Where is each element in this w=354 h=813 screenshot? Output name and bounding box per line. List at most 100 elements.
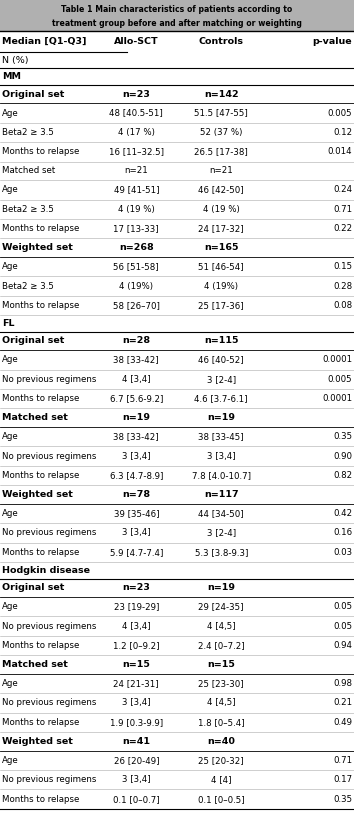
Text: 1.8 [0–5.4]: 1.8 [0–5.4] [198, 718, 245, 727]
Text: MM: MM [2, 72, 21, 81]
Text: Age: Age [2, 433, 18, 441]
Text: 0.05: 0.05 [333, 622, 352, 631]
Text: n=165: n=165 [204, 243, 239, 252]
Text: 5.9 [4.7-7.4]: 5.9 [4.7-7.4] [110, 548, 163, 557]
Text: treatment group before and after matching or weighting: treatment group before and after matchin… [52, 19, 302, 28]
Text: 0.21: 0.21 [333, 698, 352, 707]
Text: No previous regimens: No previous regimens [2, 622, 96, 631]
Text: 3 [3,4]: 3 [3,4] [122, 451, 150, 461]
Text: 0.16: 0.16 [333, 528, 352, 537]
Text: 56 [51-58]: 56 [51-58] [114, 262, 159, 271]
Text: N (%): N (%) [2, 55, 28, 65]
Text: Beta2 ≥ 3.5: Beta2 ≥ 3.5 [2, 205, 54, 214]
Text: 4 (19%): 4 (19%) [204, 281, 238, 290]
Text: 0.49: 0.49 [333, 718, 352, 727]
Text: 25 [17-36]: 25 [17-36] [199, 301, 244, 310]
Text: 0.1 [0–0.7]: 0.1 [0–0.7] [113, 795, 160, 804]
Text: 16 [11–32.5]: 16 [11–32.5] [109, 147, 164, 156]
Text: 0.05: 0.05 [333, 602, 352, 611]
Text: 0.82: 0.82 [333, 471, 352, 480]
Text: 4 [3,4]: 4 [3,4] [122, 622, 150, 631]
Text: n=21: n=21 [209, 167, 233, 176]
Text: Months to relapse: Months to relapse [2, 795, 79, 804]
Text: 3 [3,4]: 3 [3,4] [122, 528, 150, 537]
Text: 24 [17-32]: 24 [17-32] [199, 224, 244, 233]
Text: 4 [4]: 4 [4] [211, 776, 232, 785]
Text: 6.3 [4.7-8.9]: 6.3 [4.7-8.9] [110, 471, 163, 480]
Text: Original set: Original set [2, 583, 64, 593]
Text: n=19: n=19 [122, 413, 150, 422]
Text: 25 [23-30]: 25 [23-30] [199, 679, 244, 688]
Text: 0.35: 0.35 [333, 433, 352, 441]
Text: Table 1 Main characteristics of patients according to: Table 1 Main characteristics of patients… [61, 5, 293, 14]
Text: 3 [3,4]: 3 [3,4] [122, 698, 150, 707]
Text: 46 [42-50]: 46 [42-50] [199, 185, 244, 194]
Text: Median [Q1-Q3]: Median [Q1-Q3] [2, 37, 86, 46]
Text: 4 [4,5]: 4 [4,5] [207, 622, 235, 631]
Text: Months to relapse: Months to relapse [2, 718, 79, 727]
Text: 4 (19 %): 4 (19 %) [203, 205, 240, 214]
Text: Matched set: Matched set [2, 660, 68, 669]
Text: 0.03: 0.03 [333, 548, 352, 557]
Text: Months to relapse: Months to relapse [2, 548, 79, 557]
Text: 3 [3,4]: 3 [3,4] [122, 776, 150, 785]
Text: 38 [33-45]: 38 [33-45] [199, 433, 244, 441]
Text: 0.1 [0–0.5]: 0.1 [0–0.5] [198, 795, 245, 804]
Text: n=40: n=40 [207, 737, 235, 746]
Text: 0.28: 0.28 [333, 281, 352, 290]
Text: 4 (19 %): 4 (19 %) [118, 205, 155, 214]
Text: Beta2 ≥ 3.5: Beta2 ≥ 3.5 [2, 281, 54, 290]
Text: No previous regimens: No previous regimens [2, 776, 96, 785]
Text: Months to relapse: Months to relapse [2, 147, 79, 156]
Text: Age: Age [2, 355, 18, 364]
Text: n=142: n=142 [204, 89, 239, 98]
Text: 0.005: 0.005 [327, 108, 352, 118]
Text: 0.15: 0.15 [333, 262, 352, 271]
Text: n=19: n=19 [207, 413, 235, 422]
Text: 2.4 [0–7.2]: 2.4 [0–7.2] [198, 641, 245, 650]
Text: 5.3 [3.8-9.3]: 5.3 [3.8-9.3] [195, 548, 248, 557]
Text: Age: Age [2, 756, 18, 765]
Text: 7.8 [4.0-10.7]: 7.8 [4.0-10.7] [192, 471, 251, 480]
Text: 51.5 [47-55]: 51.5 [47-55] [194, 108, 248, 118]
Text: Matched set: Matched set [2, 413, 68, 422]
Text: 46 [40-52]: 46 [40-52] [199, 355, 244, 364]
Text: No previous regimens: No previous regimens [2, 451, 96, 461]
Text: 23 [19-29]: 23 [19-29] [114, 602, 159, 611]
Text: 0.22: 0.22 [333, 224, 352, 233]
Text: Months to relapse: Months to relapse [2, 641, 79, 650]
Text: n=268: n=268 [119, 243, 154, 252]
Text: n=117: n=117 [204, 490, 239, 499]
Text: 25 [20-32]: 25 [20-32] [199, 756, 244, 765]
Text: n=28: n=28 [122, 337, 150, 346]
Text: 4 [3,4]: 4 [3,4] [122, 375, 150, 384]
Text: 0.90: 0.90 [333, 451, 352, 461]
Text: 0.98: 0.98 [333, 679, 352, 688]
Text: 38 [33-42]: 38 [33-42] [114, 355, 159, 364]
Text: 58 [26–70]: 58 [26–70] [113, 301, 160, 310]
Text: Original set: Original set [2, 337, 64, 346]
Text: Age: Age [2, 262, 18, 271]
Text: Age: Age [2, 509, 18, 518]
Text: 4 (19%): 4 (19%) [119, 281, 153, 290]
Text: Age: Age [2, 108, 18, 118]
Text: 39 [35-46]: 39 [35-46] [114, 509, 159, 518]
Text: n=78: n=78 [122, 490, 150, 499]
Text: Months to relapse: Months to relapse [2, 301, 79, 310]
Text: 0.0001: 0.0001 [322, 355, 352, 364]
Text: 0.0001: 0.0001 [322, 394, 352, 403]
Text: 1.9 [0.3-9.9]: 1.9 [0.3-9.9] [110, 718, 163, 727]
Text: 4 [4,5]: 4 [4,5] [207, 698, 235, 707]
Text: Age: Age [2, 185, 18, 194]
Text: Weighted set: Weighted set [2, 490, 73, 499]
Text: 4 (17 %): 4 (17 %) [118, 128, 155, 137]
Text: p-value: p-value [313, 37, 352, 46]
Text: Age: Age [2, 679, 18, 688]
Text: Original set: Original set [2, 89, 64, 98]
Text: Allo-SCT: Allo-SCT [114, 37, 159, 46]
Text: Beta2 ≥ 3.5: Beta2 ≥ 3.5 [2, 128, 54, 137]
FancyBboxPatch shape [0, 0, 354, 31]
Text: FL: FL [2, 319, 14, 328]
Text: 0.35: 0.35 [333, 795, 352, 804]
Text: 0.71: 0.71 [333, 756, 352, 765]
